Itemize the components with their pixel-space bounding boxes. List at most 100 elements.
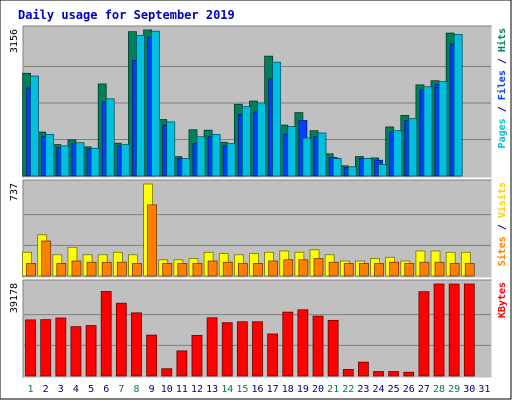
panel-visits_sites: 737 Sites / Visits (9, 179, 508, 279)
x-tick-label-day-4: 4 (73, 384, 79, 395)
bar-kbytes-day-11 (176, 350, 188, 377)
bar-pages-day-25 (393, 130, 403, 177)
bar-sites-day-24 (374, 263, 384, 277)
right-legend-hits_files_pages: Pages / Files / Hits (496, 28, 508, 148)
chart-title: Daily usage for September 2019 (18, 8, 235, 22)
bar-pages-day-5 (90, 147, 100, 177)
x-tick-label-day-8: 8 (133, 384, 139, 395)
x-tick-label-day-12: 12 (191, 384, 203, 395)
bar-kbytes-day-13 (206, 317, 218, 377)
bar-pages-day-27 (423, 86, 433, 177)
bar-sites-day-21 (328, 261, 339, 277)
bar-pages-day-20 (317, 132, 327, 177)
x-tick-label-day-23: 23 (357, 384, 369, 395)
legend-entry: / (497, 218, 508, 236)
bar-kbytes-day-7 (115, 302, 127, 377)
legend-entry: / (497, 52, 508, 70)
bar-kbytes-day-23 (358, 361, 369, 377)
x-tick-label-day-21: 21 (327, 384, 339, 395)
right-legend-visits_sites: Sites / Visits (496, 182, 508, 266)
bar-sites-day-27 (419, 261, 430, 277)
bar-pages-day-10 (166, 121, 176, 177)
bar-pages-day-7 (120, 144, 130, 177)
y-max-label: 3156 (9, 29, 20, 53)
bar-sites-day-4 (71, 260, 82, 277)
bar-pages-day-15 (241, 106, 251, 177)
x-tick-label-day-30: 30 (463, 384, 475, 395)
x-tick-label-day-25: 25 (388, 384, 400, 395)
bar-sites-day-30 (464, 263, 475, 277)
legend-entry: / (497, 100, 508, 118)
bar-pages-day-21 (332, 158, 342, 177)
bar-sites-day-7 (116, 261, 127, 277)
x-tick-label-day-2: 2 (43, 384, 49, 395)
bar-sites-day-16 (253, 263, 263, 277)
bar-kbytes-day-30 (463, 283, 475, 377)
bar-pages-day-29 (453, 34, 463, 177)
y-max-label: 737 (9, 183, 20, 201)
x-tick-label-day-7: 7 (118, 384, 124, 395)
bar-sites-day-8 (132, 263, 142, 277)
bar-sites-day-13 (207, 260, 218, 277)
bar-pages-day-22 (347, 166, 357, 177)
bar-kbytes-day-8 (131, 312, 142, 377)
bar-kbytes-day-28 (433, 283, 445, 377)
bar-sites-day-23 (359, 263, 369, 277)
panel-kbytes: 39178 KBytes (9, 279, 508, 379)
bar-sites-day-10 (162, 263, 173, 277)
bar-kbytes-day-18 (282, 311, 294, 377)
x-tick-label-day-14: 14 (221, 384, 233, 395)
x-tick-label-day-15: 15 (236, 384, 248, 395)
bar-sites-day-20 (313, 258, 324, 277)
x-tick-label-day-27: 27 (418, 384, 430, 395)
x-tick-label-day-24: 24 (373, 384, 385, 395)
bar-pages-day-14 (226, 143, 236, 177)
bar-pages-day-19 (302, 137, 312, 177)
bar-sites-day-15 (237, 263, 248, 277)
legend-entry: Hits (496, 28, 508, 52)
bar-kbytes-day-26 (403, 371, 415, 377)
legend-entry: KBytes (497, 282, 508, 318)
x-tick-label-day-18: 18 (282, 384, 294, 395)
bar-sites-day-14 (222, 261, 233, 277)
x-tick-label-day-6: 6 (103, 384, 109, 395)
bar-kbytes-day-5 (85, 325, 97, 377)
x-tick-label-day-11: 11 (176, 384, 188, 395)
bar-kbytes-day-29 (448, 283, 460, 377)
bar-sites-day-3 (56, 263, 67, 277)
bar-kbytes-day-10 (161, 368, 173, 377)
bar-sites-day-28 (434, 261, 445, 277)
bar-sites-day-19 (298, 259, 309, 277)
legend-entry: Visits (496, 182, 508, 218)
x-tick-label-day-22: 22 (342, 384, 354, 395)
bar-kbytes-day-9 (146, 334, 157, 377)
bar-pages-day-28 (438, 81, 448, 177)
y-max-label: 39178 (9, 283, 20, 313)
bar-pages-day-8 (136, 34, 145, 177)
bar-pages-day-9 (151, 30, 160, 177)
bar-kbytes-day-20 (312, 315, 324, 377)
legend-entry: Files (496, 70, 508, 100)
bar-sites-day-1 (26, 263, 36, 277)
bar-sites-day-12 (192, 263, 203, 277)
panel-hits_files_pages: 3156 Pages / Files / Hits (9, 25, 508, 179)
x-tick-label-day-9: 9 (149, 384, 155, 395)
x-tick-label-day-16: 16 (251, 384, 263, 395)
bar-kbytes-day-27 (418, 291, 430, 377)
x-tick-label-day-26: 26 (403, 384, 415, 395)
bar-sites-day-18 (283, 259, 294, 277)
x-tick-label-day-13: 13 (206, 384, 218, 395)
legend-entry: Pages (497, 118, 508, 148)
x-tick-label-day-1: 1 (28, 384, 34, 395)
bar-sites-day-29 (449, 263, 460, 277)
x-tick-label-day-5: 5 (88, 384, 94, 395)
bar-pages-day-24 (378, 164, 387, 177)
bar-kbytes-day-14 (221, 322, 233, 377)
bar-kbytes-day-19 (297, 309, 309, 377)
bar-pages-day-2 (45, 133, 55, 177)
bar-kbytes-day-1 (25, 319, 36, 377)
x-tick-label-day-10: 10 (161, 384, 173, 395)
bar-pages-day-18 (287, 126, 297, 177)
bar-pages-day-16 (257, 102, 266, 177)
